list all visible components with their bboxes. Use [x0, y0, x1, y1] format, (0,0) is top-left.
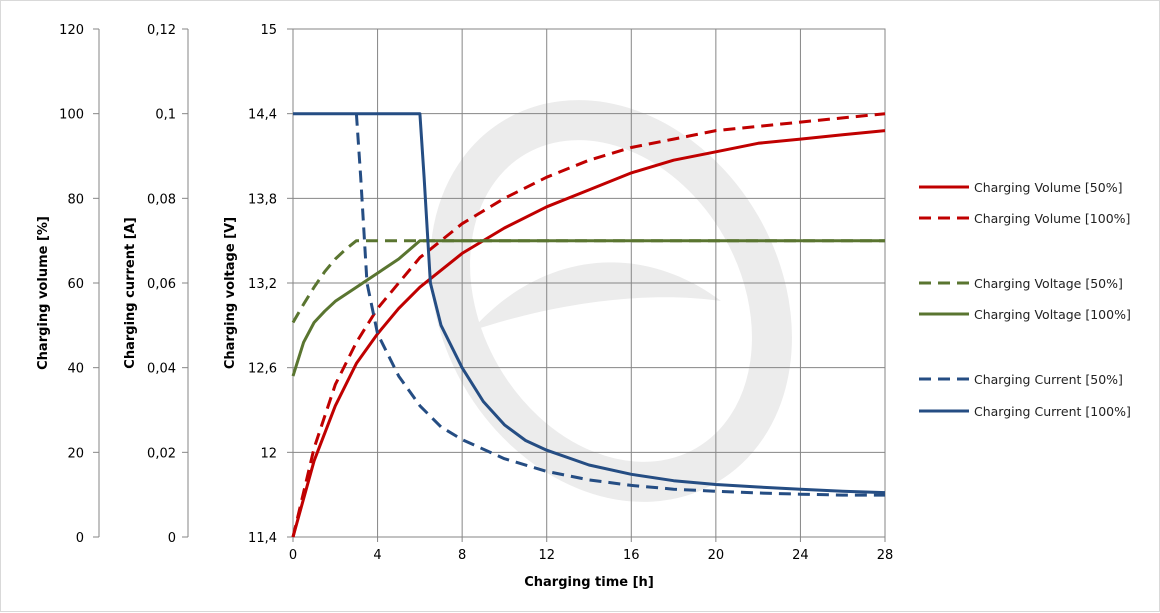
- series-line: [291, 129, 886, 538]
- legend-label: Charging Volume [50%]: [974, 180, 1122, 195]
- x-tick-label: 0: [289, 548, 297, 563]
- legend-label: Charging Volume [100%]: [974, 211, 1130, 226]
- y-tick-label: 20: [67, 446, 84, 461]
- legend-label: Charging Voltage [50%]: [974, 276, 1123, 291]
- y-tick-label: 100: [59, 108, 84, 123]
- x-tick-label: 24: [792, 548, 809, 563]
- x-tick-label: 12: [538, 548, 555, 563]
- legend-label: Charging Voltage [100%]: [974, 307, 1131, 322]
- watermark-ring: [430, 100, 792, 502]
- y-tick-label: 80: [67, 192, 84, 207]
- watermark-swoosh: [471, 262, 721, 331]
- x-tick-label: 8: [458, 548, 466, 563]
- y-tick-label: 13,8: [248, 192, 277, 207]
- legend: Charging Volume [50%] Charging Volume [10…: [919, 180, 1131, 419]
- y-tick-label: 0,06: [147, 277, 176, 292]
- series-lines: [291, 112, 886, 538]
- series-line: [354, 113, 885, 497]
- series-line: [291, 239, 885, 377]
- x-tick-label: 20: [708, 548, 725, 563]
- y-tick-label: 0,12: [147, 23, 176, 38]
- x-tick-label: 28: [877, 548, 894, 563]
- y-tick-label: 12,6: [248, 362, 277, 377]
- y-tick-label: 15: [260, 23, 277, 38]
- y-tick-label: 120: [59, 23, 84, 38]
- series-line: [293, 112, 886, 495]
- y-tick-label: 0,08: [147, 192, 176, 207]
- y-axis-title: Charging volume [%]: [36, 216, 51, 370]
- series-line: [291, 239, 885, 324]
- legend-label: Charging Current [50%]: [974, 372, 1123, 387]
- y-tick-label: 40: [67, 362, 84, 377]
- y-tick-label: 0,1: [155, 108, 176, 123]
- y-axis-title: Charging current [A]: [123, 217, 138, 368]
- y-tick-label: 0: [168, 531, 176, 546]
- y-tick-label: 0,02: [147, 446, 176, 461]
- y-tick-label: 11,4: [248, 531, 277, 546]
- logo-watermark: [430, 100, 792, 502]
- x-tick-label: 16: [623, 548, 640, 563]
- y-tick-label: 0: [76, 531, 84, 546]
- y-tick-label: 0,04: [147, 362, 176, 377]
- y-tick-label: 12: [260, 446, 277, 461]
- y-tick-label: 60: [67, 277, 84, 292]
- x-tick-label: 4: [373, 548, 381, 563]
- legend-label: Charging Current [100%]: [974, 404, 1131, 419]
- x-axis-title: Charging time [h]: [524, 575, 654, 590]
- y-axis-title: Charging voltage [V]: [223, 217, 238, 369]
- y-tick-label: 13,2: [248, 277, 277, 292]
- y-tick-label: 14,4: [248, 108, 277, 123]
